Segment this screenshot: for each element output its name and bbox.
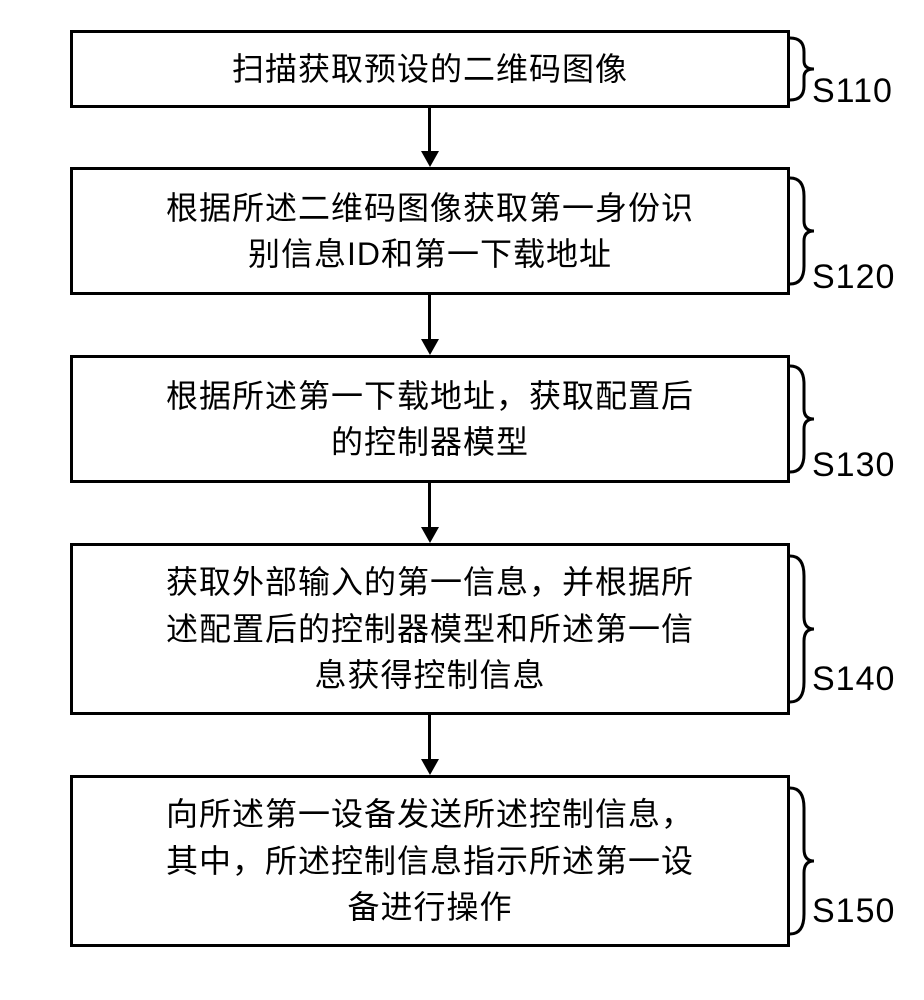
arrow-head-icon [421, 151, 439, 167]
flow-arrow [428, 295, 431, 339]
step-label-s140: S140 [812, 660, 895, 699]
flow-node-text: 向所述第一设备发送所述控制信息，其中，所述控制信息指示所述第一设备进行操作 [156, 787, 704, 934]
step-label-s110: S110 [812, 72, 893, 111]
arrow-head-icon [421, 527, 439, 543]
flow-arrow [428, 715, 431, 759]
flow-node-s150: 向所述第一设备发送所述控制信息，其中，所述控制信息指示所述第一设备进行操作 [70, 775, 790, 947]
flow-node-text: 根据所述二维码图像获取第一身份识别信息ID和第一下载地址 [156, 181, 704, 282]
step-label-s130: S130 [812, 446, 895, 485]
flow-node-s130: 根据所述第一下载地址，获取配置后的控制器模型 [70, 355, 790, 483]
flowchart-canvas: 扫描获取预设的二维码图像 S110 根据所述二维码图像获取第一身份识别信息ID和… [0, 0, 924, 1000]
flow-node-s140: 获取外部输入的第一信息，并根据所述配置后的控制器模型和所述第一信息获得控制信息 [70, 543, 790, 715]
flow-arrow [428, 108, 431, 151]
arrow-head-icon [421, 759, 439, 775]
flow-node-text: 获取外部输入的第一信息，并根据所述配置后的控制器模型和所述第一信息获得控制信息 [156, 555, 704, 702]
flow-node-text: 扫描获取预设的二维码图像 [222, 42, 638, 96]
step-label-s120: S120 [812, 258, 895, 297]
flow-node-text: 根据所述第一下载地址，获取配置后的控制器模型 [156, 369, 704, 470]
flow-node-s120: 根据所述二维码图像获取第一身份识别信息ID和第一下载地址 [70, 167, 790, 295]
arrow-head-icon [421, 339, 439, 355]
flow-arrow [428, 483, 431, 527]
step-label-s150: S150 [812, 892, 895, 931]
flow-node-s110: 扫描获取预设的二维码图像 [70, 30, 790, 108]
